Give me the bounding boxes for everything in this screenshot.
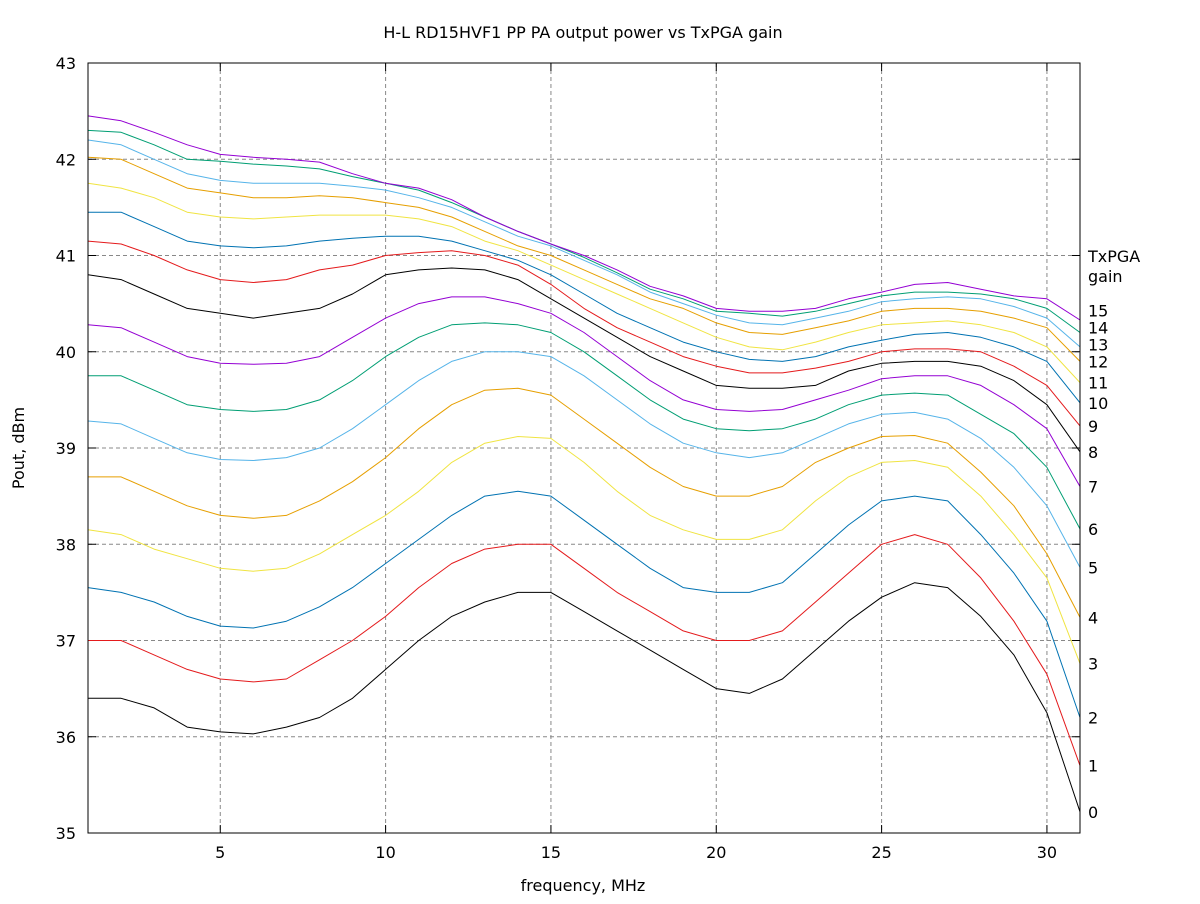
series-line-gain-2 [87, 490, 1081, 718]
chart-title: H-L RD15HVF1 PP PA output power vs TxPGA… [383, 23, 782, 42]
x-tick-label: 15 [541, 843, 561, 862]
series-label-gain-6: 6 [1088, 520, 1098, 539]
series-label-gain-2: 2 [1088, 709, 1098, 728]
x-tick-label: 20 [706, 843, 726, 862]
y-tick-label: 40 [56, 343, 76, 362]
series-line-gain-15 [87, 115, 1081, 321]
series-label-gain-12: 12 [1088, 352, 1108, 371]
series-label-gain-15: 15 [1088, 301, 1108, 320]
series-label-gain-8: 8 [1088, 443, 1098, 462]
y-tick-label: 43 [56, 54, 76, 73]
grid [88, 63, 1080, 833]
y-axis-label: Pout, dBm [9, 407, 28, 489]
series-line-gain-1 [88, 534, 1081, 766]
y-tick-label: 37 [56, 632, 76, 651]
series-lines [87, 115, 1081, 812]
series-label-gain-4: 4 [1088, 608, 1098, 627]
y-tick-label: 38 [56, 535, 76, 554]
series-line-gain-10 [88, 211, 1081, 404]
y-tick-label: 42 [56, 150, 76, 169]
legend-title-line1: TxPGA [1087, 247, 1140, 266]
series-line-gain-13 [87, 139, 1081, 348]
x-tick-label: 30 [1037, 843, 1057, 862]
series-label-gain-0: 0 [1088, 803, 1098, 822]
series-label-gain-13: 13 [1088, 335, 1108, 354]
series-line-gain-8 [87, 267, 1081, 453]
series-line-gain-11 [87, 182, 1081, 383]
series-label-gain-9: 9 [1088, 417, 1098, 436]
series-line-gain-12 [87, 156, 1081, 362]
x-tick-label: 5 [215, 843, 225, 862]
series-label-gain-14: 14 [1088, 318, 1108, 337]
series-line-gain-5 [87, 351, 1081, 568]
x-tick-label: 25 [871, 843, 891, 862]
y-tick-label: 36 [56, 728, 76, 747]
series-label-gain-7: 7 [1088, 478, 1098, 497]
series-line-gain-14 [87, 129, 1081, 333]
plot-frame [87, 62, 1081, 834]
x-axis-label: frequency, MHz [521, 876, 646, 895]
series-label-gain-5: 5 [1088, 558, 1098, 577]
series-line-gain-4 [88, 387, 1081, 618]
series-line-gain-7 [87, 296, 1081, 487]
series-line-gain-9 [87, 240, 1081, 427]
series-line-gain-6 [88, 322, 1081, 530]
x-tick-label: 10 [375, 843, 395, 862]
series-label-gain-11: 11 [1088, 374, 1108, 393]
series-label-gain-10: 10 [1088, 394, 1108, 413]
y-tick-label: 39 [56, 439, 76, 458]
y-tick-label: 35 [56, 824, 76, 843]
series-label-gain-3: 3 [1088, 655, 1098, 674]
series-line-gain-3 [87, 436, 1081, 664]
series-line-gain-0 [88, 582, 1081, 812]
axis-ticks: 5 10 15 20 25 30 35 36 37 38 39 40 41 42 43 [56, 54, 1080, 862]
legend-title-line2: gain [1088, 267, 1123, 286]
series-label-gain-1: 1 [1088, 757, 1098, 776]
y-tick-label: 41 [56, 247, 76, 266]
